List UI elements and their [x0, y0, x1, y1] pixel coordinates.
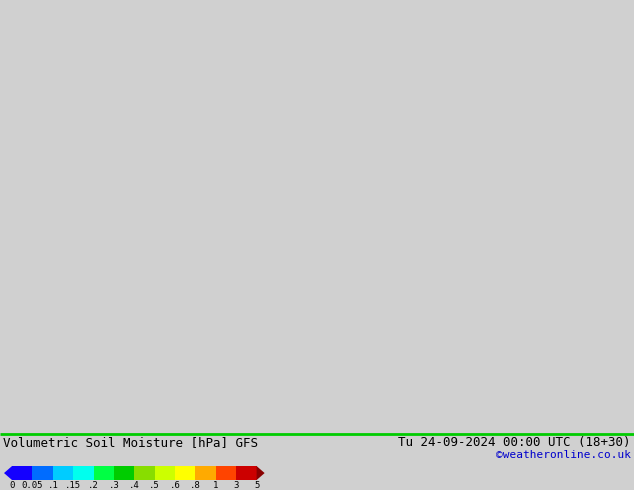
Bar: [12, 466, 32, 480]
Text: 5: 5: [254, 481, 259, 490]
Polygon shape: [4, 466, 12, 480]
Bar: [195, 466, 216, 480]
Text: .1: .1: [48, 481, 58, 490]
Text: Volumetric Soil Moisture [hPa] GFS: Volumetric Soil Moisture [hPa] GFS: [3, 436, 258, 449]
Text: .2: .2: [88, 481, 99, 490]
Polygon shape: [257, 466, 264, 480]
Bar: [32, 466, 53, 480]
Bar: [134, 466, 155, 480]
Bar: [114, 466, 134, 480]
Text: Tu 24-09-2024 00:00 UTC (18+30): Tu 24-09-2024 00:00 UTC (18+30): [399, 436, 631, 449]
Text: 1: 1: [213, 481, 219, 490]
Bar: [236, 466, 257, 480]
Bar: [175, 466, 195, 480]
Text: .15: .15: [65, 481, 81, 490]
Text: .5: .5: [150, 481, 160, 490]
Text: .4: .4: [129, 481, 139, 490]
Text: 3: 3: [233, 481, 239, 490]
Bar: [73, 466, 94, 480]
Text: .8: .8: [190, 481, 201, 490]
Text: .6: .6: [170, 481, 181, 490]
Bar: [216, 466, 236, 480]
Text: 0.05: 0.05: [22, 481, 43, 490]
Bar: [94, 466, 114, 480]
Bar: [155, 466, 175, 480]
Text: 0: 0: [10, 481, 15, 490]
Bar: [53, 466, 73, 480]
Text: ©weatheronline.co.uk: ©weatheronline.co.uk: [496, 450, 631, 460]
Text: .3: .3: [108, 481, 119, 490]
